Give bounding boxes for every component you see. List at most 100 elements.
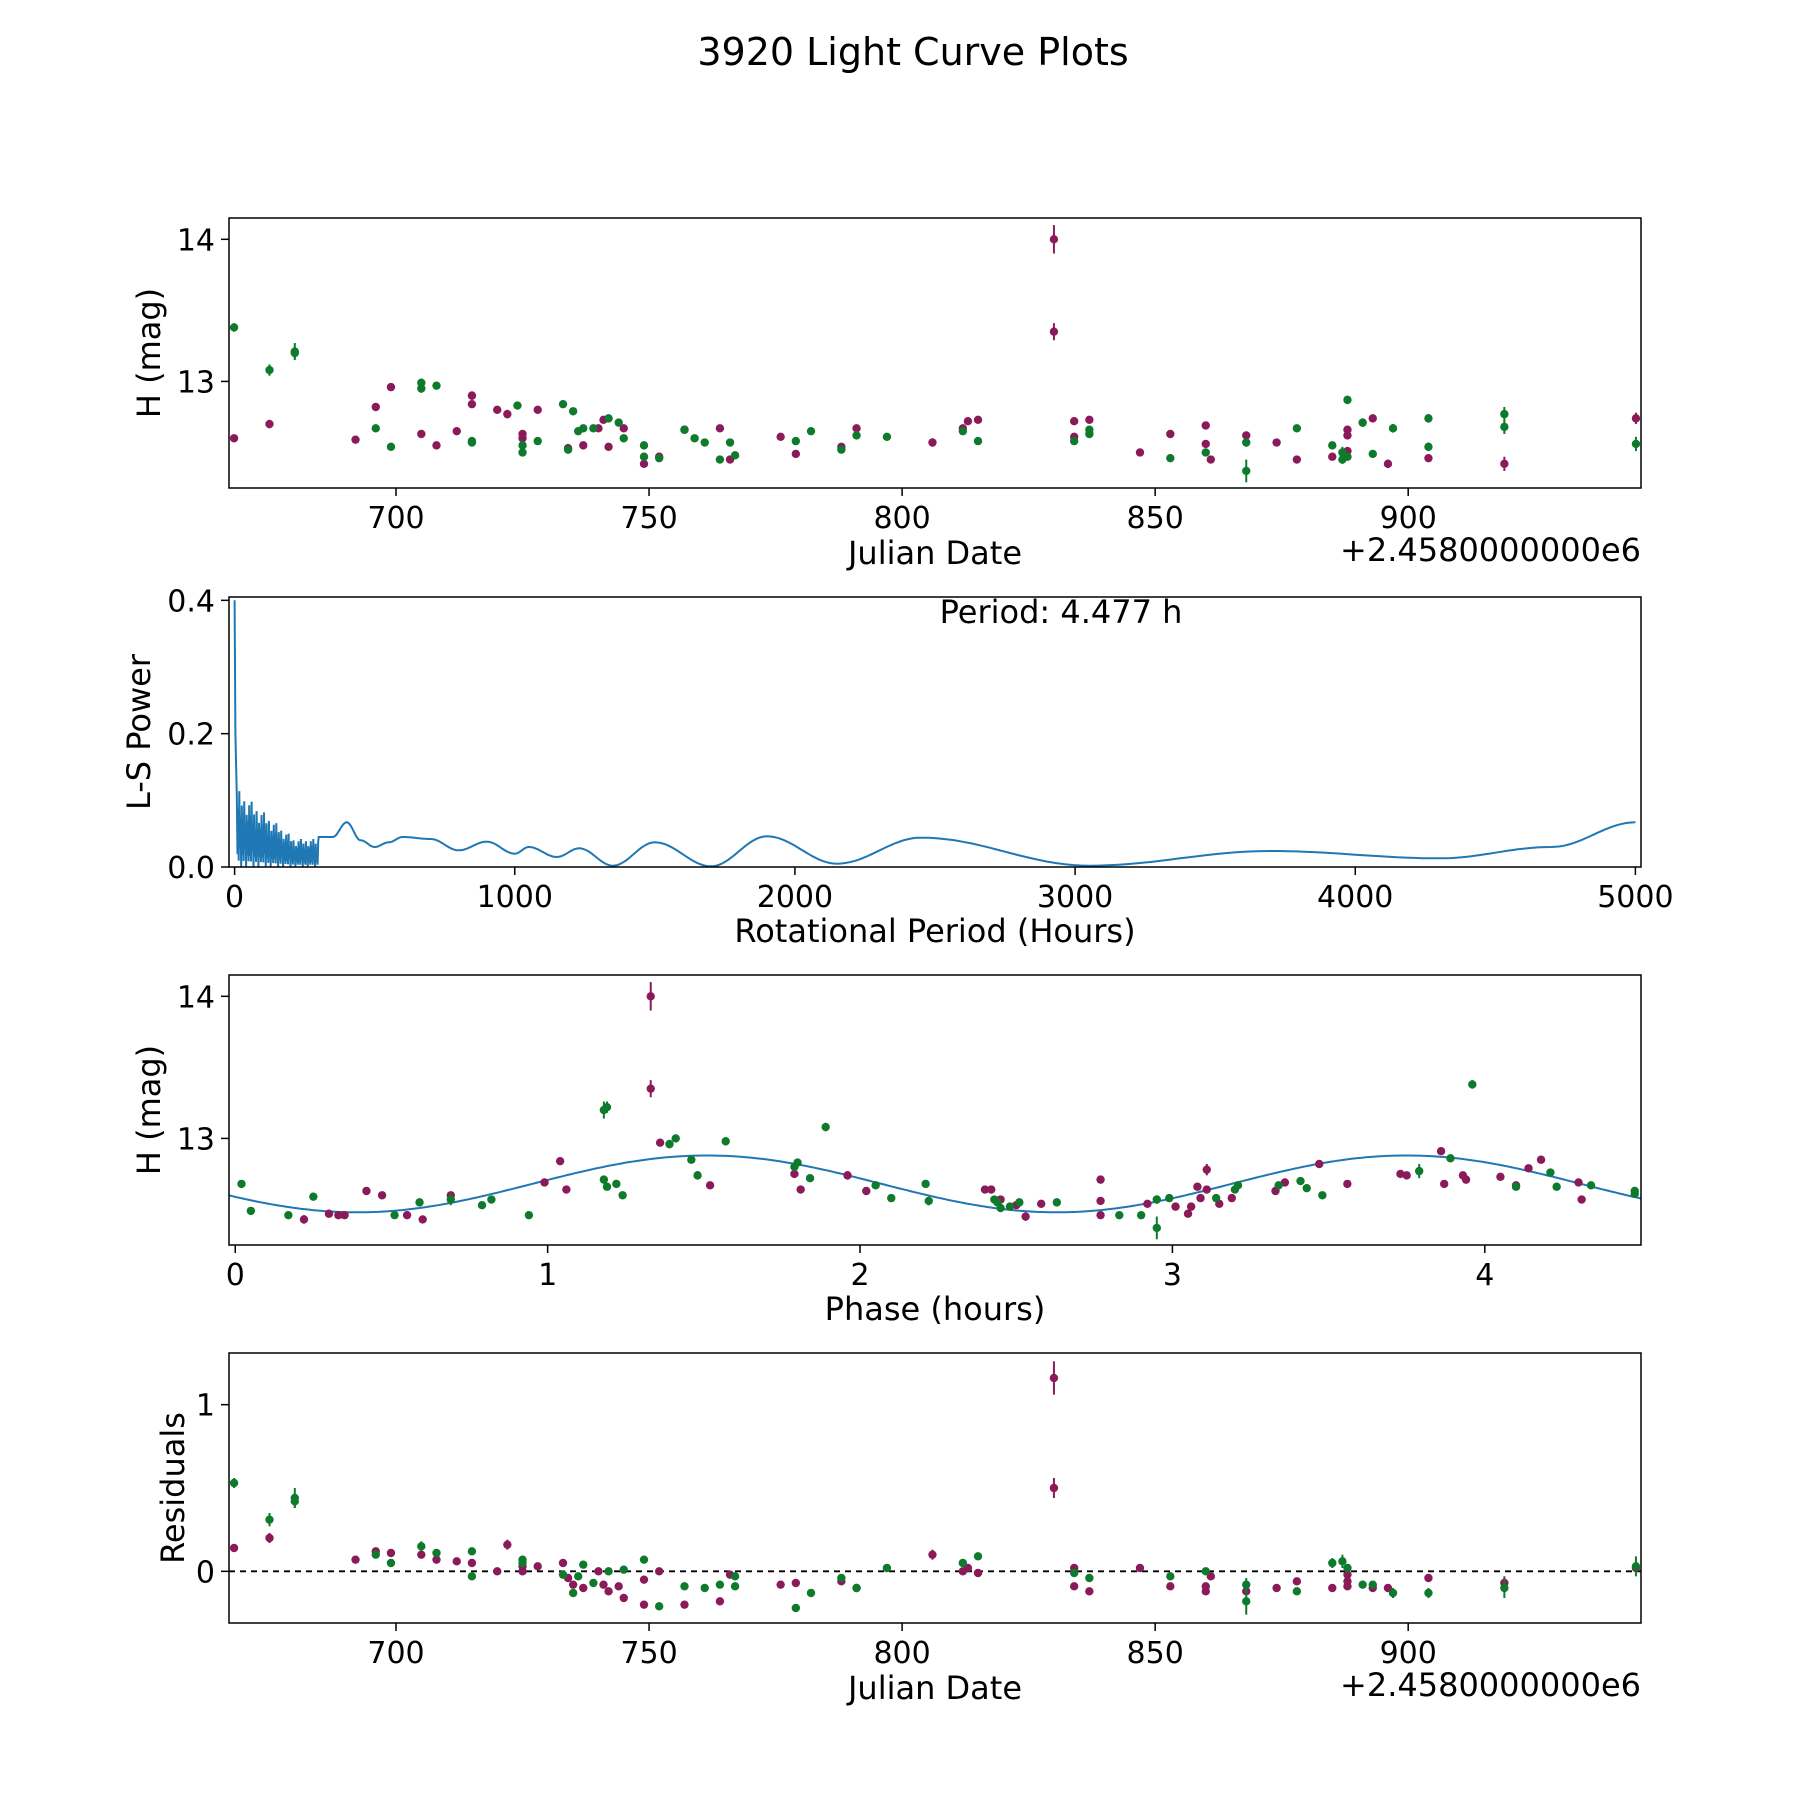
residuals-xlabel: Julian Date xyxy=(846,1669,1022,1707)
data-point-green xyxy=(1211,1193,1221,1203)
data-point-red xyxy=(1272,438,1281,447)
data-point-red xyxy=(1069,1582,1079,1591)
data-point-green xyxy=(604,414,613,423)
residuals-plot-area xyxy=(229,1361,1641,1615)
sine-fit-curve xyxy=(229,1154,1641,1214)
data-point-red xyxy=(324,1209,334,1218)
data-point-green xyxy=(386,442,396,451)
lightcurve-ylabel: H (mag) xyxy=(130,288,168,418)
data-point-green xyxy=(1511,1182,1521,1191)
data-point-green xyxy=(614,418,623,427)
data-point-green xyxy=(246,1206,256,1216)
periodogram-ylabel: L-S Power xyxy=(120,653,158,810)
data-point-red xyxy=(791,449,801,459)
data-point-green xyxy=(791,1603,801,1613)
data-point-red xyxy=(558,1558,568,1568)
data-point-red xyxy=(1135,1563,1145,1573)
data-point-green xyxy=(599,1175,609,1184)
data-point-green xyxy=(467,1572,477,1581)
data-point-green xyxy=(568,407,578,416)
phased-ylabel: H (mag) xyxy=(130,1045,168,1175)
data-point-red xyxy=(1524,1164,1533,1173)
data-point-green xyxy=(1015,1198,1024,1207)
phased-plot-area xyxy=(229,982,1641,1240)
y-tick-label: 14 xyxy=(177,223,215,258)
data-point-red xyxy=(1368,414,1377,423)
data-point-red xyxy=(467,391,477,400)
data-point-green xyxy=(1152,1195,1161,1204)
data-point-red xyxy=(1201,421,1210,430)
data-point-red xyxy=(265,419,274,429)
data-point-red xyxy=(562,1185,571,1194)
data-point-red xyxy=(452,426,461,436)
data-point-green xyxy=(1302,1183,1311,1193)
data-point-green xyxy=(1343,452,1352,461)
data-point-red xyxy=(1171,1202,1180,1211)
data-point-red xyxy=(862,1186,871,1196)
data-point-red xyxy=(265,1533,274,1543)
data-point-green xyxy=(612,1179,621,1189)
x-tick-label: 3 xyxy=(1163,1258,1182,1293)
data-point-red xyxy=(619,1593,628,1603)
data-point-red xyxy=(417,1550,426,1559)
data-point-red xyxy=(386,1548,396,1558)
data-point-green xyxy=(432,1548,441,1558)
data-point-red xyxy=(1196,1193,1205,1203)
data-point-red xyxy=(518,434,527,443)
data-point-green xyxy=(518,448,527,457)
data-point-green xyxy=(1424,414,1433,423)
data-point-green xyxy=(806,1588,816,1598)
data-point-green xyxy=(690,434,699,443)
x-tick-label: 5000 xyxy=(1597,880,1673,915)
data-point-red xyxy=(619,424,628,433)
x-tick-label: 1 xyxy=(538,1258,557,1293)
data-point-green xyxy=(1166,453,1175,463)
data-point-green xyxy=(1500,409,1509,419)
data-point-green xyxy=(837,1573,846,1583)
lightcurve-plot-area xyxy=(229,225,1641,483)
data-point-red xyxy=(1328,452,1337,461)
data-point-green xyxy=(589,424,598,433)
data-point-red xyxy=(1500,459,1509,469)
data-point-red xyxy=(579,441,588,450)
data-point-red xyxy=(599,1580,608,1589)
data-point-green xyxy=(1242,466,1251,476)
data-point-red xyxy=(503,409,512,419)
data-point-red xyxy=(1206,455,1216,464)
residuals-axes-frame xyxy=(228,1352,1642,1624)
data-point-red xyxy=(1021,1212,1030,1221)
x-tick-label: 750 xyxy=(620,1636,677,1671)
data-point-red xyxy=(1343,1179,1352,1189)
data-point-red xyxy=(229,434,239,443)
data-point-green xyxy=(1274,1181,1283,1190)
x-tick-label: 0 xyxy=(225,880,244,915)
data-point-red xyxy=(1328,1583,1337,1593)
data-point-red xyxy=(594,1567,603,1576)
data-point-red xyxy=(655,1138,665,1147)
data-point-red xyxy=(503,1540,512,1549)
data-point-green xyxy=(1242,1597,1251,1606)
data-point-green xyxy=(671,1134,680,1143)
periodogram-power-line xyxy=(233,600,1636,867)
data-point-red xyxy=(963,417,973,426)
data-point-green xyxy=(958,426,968,436)
data-point-red xyxy=(334,1210,343,1220)
data-point-green xyxy=(654,453,664,463)
data-point-green xyxy=(1292,424,1302,433)
data-point-red xyxy=(452,1557,461,1566)
data-point-red xyxy=(604,442,613,451)
data-point-red xyxy=(973,415,983,424)
data-point-red xyxy=(715,424,725,433)
panel-periodogram: 0 1000 2000 3000 4000 5000 0.0 0.2 0.4 Period: 4… xyxy=(120,584,1674,950)
x-tick-label: 900 xyxy=(1380,501,1437,536)
data-point-red xyxy=(776,432,785,442)
data-point-green xyxy=(973,1552,983,1561)
data-point-red xyxy=(1577,1195,1586,1204)
data-point-red xyxy=(402,1210,412,1220)
data-point-red xyxy=(1193,1182,1202,1191)
data-point-green xyxy=(1586,1181,1596,1190)
data-point-green xyxy=(229,323,239,332)
data-point-green xyxy=(229,1478,239,1488)
data-point-red xyxy=(654,1567,664,1576)
